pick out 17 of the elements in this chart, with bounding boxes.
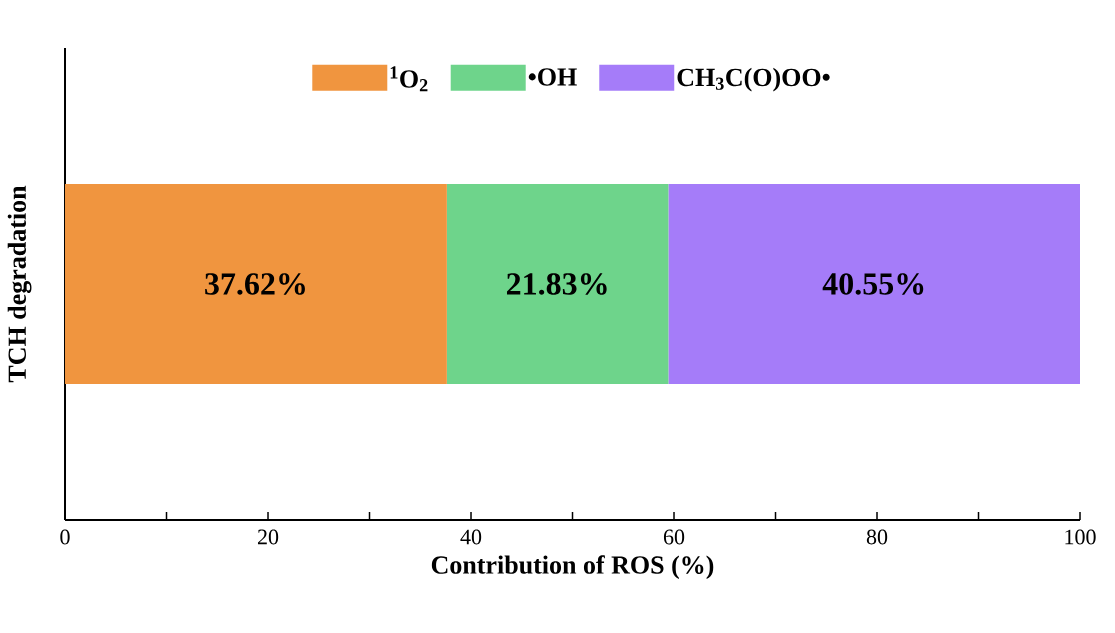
- x-tick-label: 100: [1065, 529, 1096, 545]
- x-tick-label: 60: [663, 529, 685, 545]
- x-axis-title: Contribution of ROS (%): [431, 555, 714, 580]
- x-tick-label: 0: [60, 529, 70, 545]
- bar: [65, 184, 447, 384]
- legend-label: •OH: [528, 68, 577, 86]
- data-label: 37.62%: [205, 273, 305, 295]
- data-label: 40.55%: [822, 273, 924, 295]
- x-tick-label: 20: [257, 529, 279, 545]
- legend-label: CH$_{3}$C(O)OO•: [677, 67, 830, 92]
- bar: [668, 184, 1081, 384]
- x-tick-label: 40: [460, 529, 482, 545]
- bar: [446, 184, 669, 384]
- legend-label: $^{1}$O$_{2}$: [390, 66, 428, 92]
- data-label: 21.83%: [506, 273, 607, 295]
- y-axis-title: TCH degradation: [7, 185, 32, 383]
- x-tick-label: 80: [866, 529, 888, 545]
